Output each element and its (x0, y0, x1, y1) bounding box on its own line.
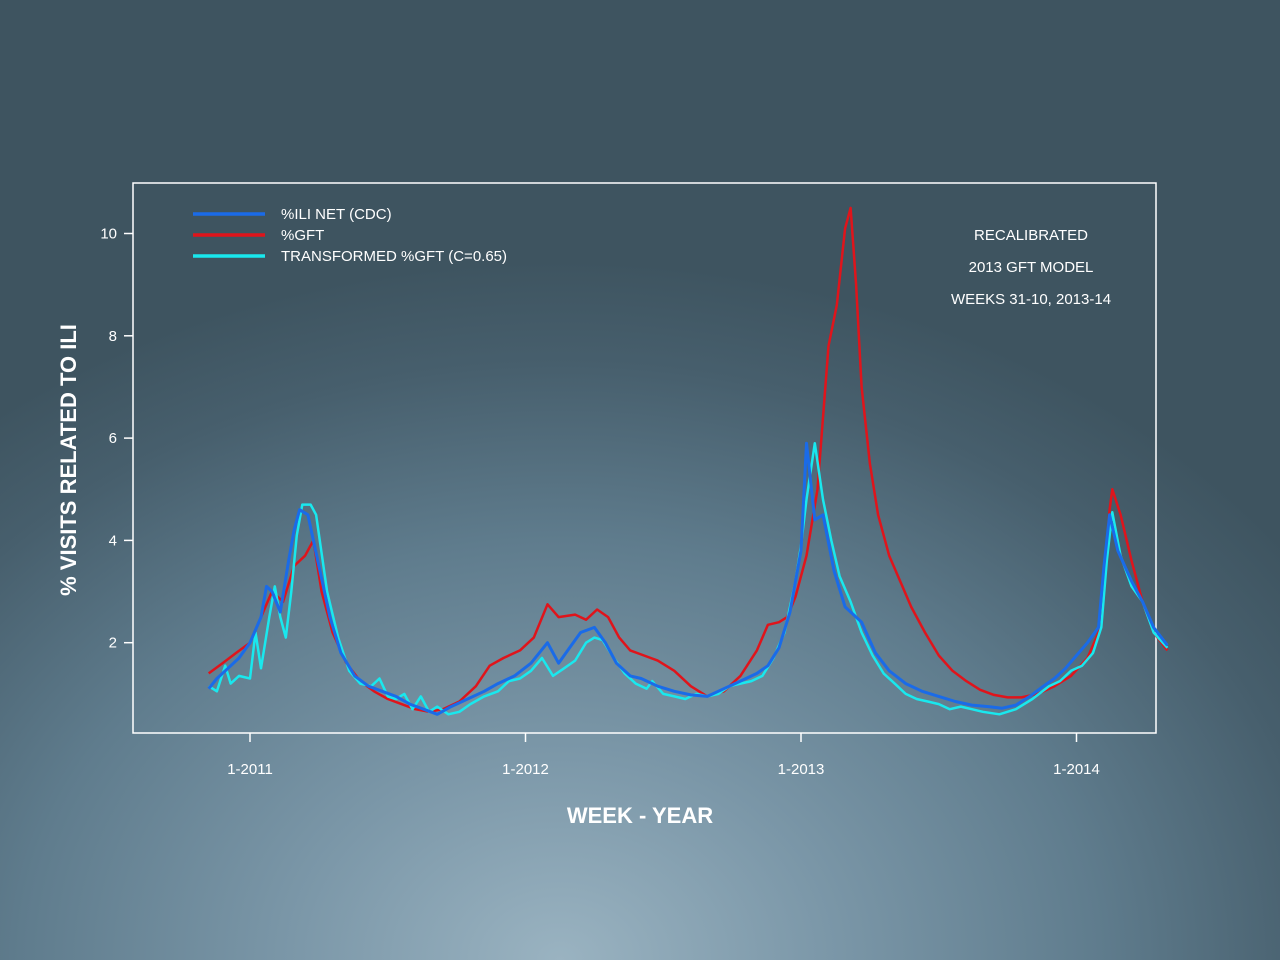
annotation-line-2: 2013 GFT MODEL (969, 259, 1094, 276)
legend: %ILI NET (CDC) %GFT TRANSFORMED %GFT (C=… (193, 206, 507, 265)
plot-frame (132, 182, 1157, 734)
y-axis-title: % VISITS RELATED TO ILI (56, 324, 81, 596)
y-tick-label: 10 (100, 226, 117, 243)
series-line-gft (207, 206, 1169, 714)
series-layer (207, 206, 1169, 716)
annotation-line-3: WEEKS 31-10, 2013-14 (951, 291, 1111, 308)
x-tick-label: 1-2012 (502, 761, 549, 778)
y-tick-label: 4 (109, 532, 117, 549)
x-tick-label: 1-2011 (227, 761, 273, 778)
axis-layer: 1-2011 1-2012 1-2013 1-2014 2 4 6 8 10 (100, 226, 1100, 779)
x-tick-label: 1-2014 (1053, 761, 1100, 778)
x-axis-title: WEEK - YEAR (567, 803, 713, 828)
y-tick-label: 6 (109, 430, 117, 447)
y-tick-label: 2 (109, 635, 117, 652)
annotation-line-1: RECALIBRATED (974, 227, 1088, 244)
legend-label-transformed-gft: TRANSFORMED %GFT (C=0.65) (281, 248, 507, 265)
series-line-transformed-gft (208, 441, 1169, 716)
y-tick-label: 8 (109, 328, 117, 345)
legend-label-ili-net: %ILI NET (CDC) (281, 206, 392, 223)
series-line-ili-net (207, 441, 1169, 716)
x-tick-label: 1-2013 (778, 761, 825, 778)
legend-label-gft: %GFT (281, 227, 324, 244)
model-annotation: RECALIBRATED 2013 GFT MODEL WEEKS 31-10,… (951, 227, 1111, 308)
